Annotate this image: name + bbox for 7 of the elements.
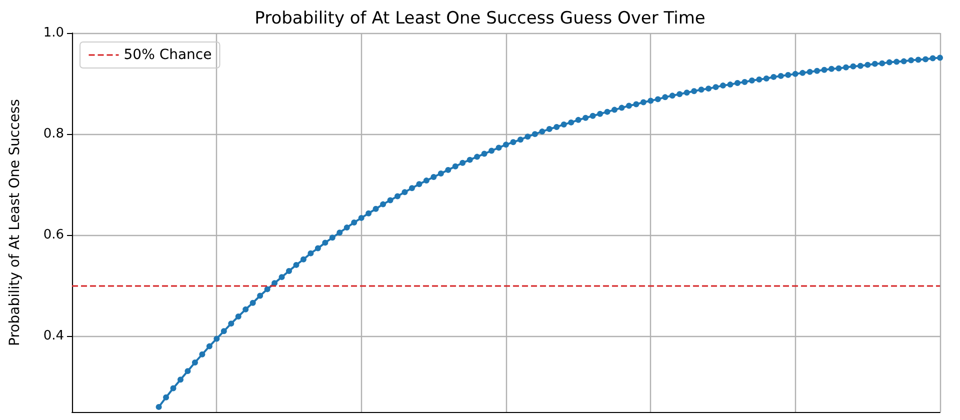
legend-label: 50% Chance (124, 47, 212, 63)
y-tick-label: 0.6 (43, 228, 64, 243)
chart-title: Probability of At Least One Success Guess Over Time (254, 8, 706, 28)
y-axis-title: Probability of At Least One Success (7, 99, 23, 346)
y-tick-label: 0.8 (43, 126, 64, 142)
y-tick-label: 1.0 (43, 26, 64, 40)
y-tick-label: 0.4 (43, 328, 64, 344)
